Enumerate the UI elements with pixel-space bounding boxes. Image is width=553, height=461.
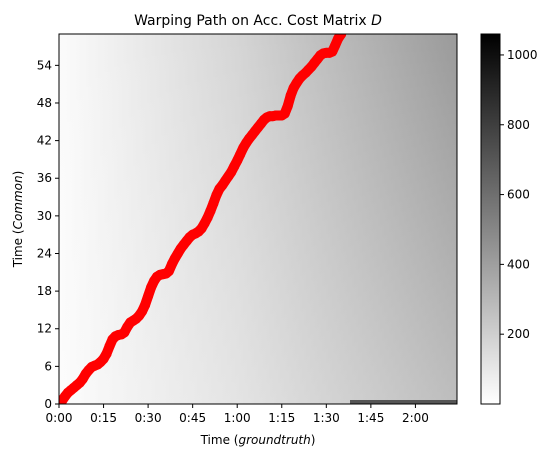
warping-path-point <box>143 291 153 301</box>
heatmap-bottom-band <box>350 400 457 404</box>
y-tick-label: 18 <box>37 284 52 298</box>
colorbar-tick-label: 600 <box>507 188 530 202</box>
x-tick-label: 0:30 <box>135 411 162 425</box>
x-tick-label: 0:00 <box>46 411 73 425</box>
colorbar-tick-label: 800 <box>507 118 530 132</box>
colorbar-tick-label: 200 <box>507 327 530 341</box>
y-tick-label: 12 <box>37 322 52 336</box>
colorbar-ticks: 200 400 600 800 1000 <box>500 48 538 341</box>
x-axis-label: Time (groundtruth) <box>200 433 316 447</box>
x-tick-label: 1:45 <box>357 411 384 425</box>
y-tick-label: 42 <box>37 134 52 148</box>
colorbar-tick-label: 400 <box>507 257 530 271</box>
x-axis-ticks: 0:00 0:15 0:30 0:45 1:00 1:15 1:30 1:45 2:00 <box>46 404 429 425</box>
colorbar-tick-label: 1000 <box>507 48 538 62</box>
y-tick-label: 36 <box>37 171 52 185</box>
x-tick-label: 0:15 <box>90 411 117 425</box>
colorbar: 200 400 600 800 1000 <box>481 34 538 404</box>
y-tick-label: 24 <box>37 246 52 260</box>
x-tick-label: 1:00 <box>224 411 251 425</box>
x-tick-label: 1:15 <box>268 411 295 425</box>
warping-path-point <box>283 101 293 111</box>
y-tick-label: 30 <box>37 209 52 223</box>
y-axis-label: Time (Common) <box>11 171 25 269</box>
x-tick-label: 1:30 <box>313 411 340 425</box>
chart-title: Warping Path on Acc. Cost Matrix D <box>134 13 382 29</box>
x-tick-label: 0:45 <box>179 411 206 425</box>
colorbar-gradient <box>481 34 500 404</box>
x-tick-label: 2:00 <box>402 411 429 425</box>
warping-path-point <box>140 300 150 310</box>
y-axis-ticks: 0 6 12 18 24 30 36 42 48 54 <box>37 58 59 411</box>
y-tick-label: 0 <box>44 397 52 411</box>
heatmap-area <box>59 34 457 404</box>
y-tick-label: 48 <box>37 96 52 110</box>
y-tick-label: 54 <box>37 58 52 72</box>
y-tick-label: 6 <box>44 359 52 373</box>
heatmap-background-shade <box>59 34 457 404</box>
